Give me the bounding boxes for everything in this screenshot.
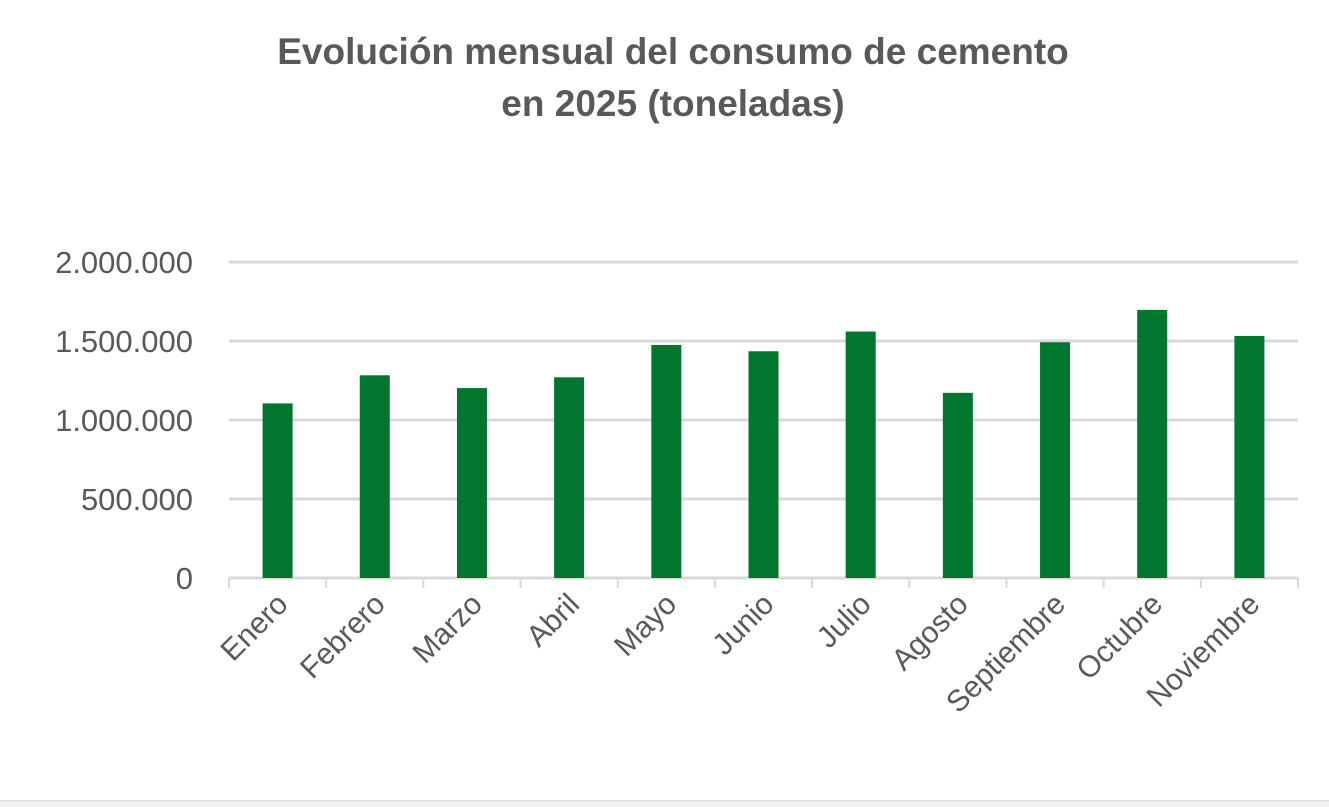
bar-febrero: [359, 375, 390, 578]
chart-title-line-1: Evolución mensual del consumo de cemento: [277, 31, 1069, 72]
x-tick-label: Julio: [811, 588, 878, 655]
bar-junio: [748, 351, 779, 578]
y-tick-label: 1.500.000: [55, 324, 193, 359]
x-tick-label: Mayo: [608, 588, 683, 663]
y-tick-label: 500.000: [81, 482, 193, 517]
x-tick-label: Febrero: [294, 588, 392, 686]
bar-mayo: [651, 344, 682, 578]
chart-title: Evolución mensual del consumo de cemento…: [0, 26, 1329, 130]
y-tick-label: 1.000.000: [55, 403, 193, 438]
bar-agosto: [942, 392, 973, 578]
chart-title-line-2: en 2025 (toneladas): [501, 83, 845, 124]
bar-abril: [554, 377, 585, 578]
x-tick-label: Abril: [520, 588, 586, 654]
x-tick-label: Marzo: [407, 588, 489, 670]
bottom-border: [0, 800, 1329, 807]
x-tick-label: Junio: [706, 588, 780, 662]
bar-marzo: [456, 388, 487, 578]
x-tick-label: Enero: [215, 588, 295, 668]
y-tick-label: 2.000.000: [55, 245, 193, 280]
x-tick-label: Octubre: [1070, 588, 1169, 687]
bar-septiembre: [1040, 342, 1071, 578]
bar-julio: [845, 331, 876, 578]
bar-noviembre: [1234, 335, 1265, 578]
bar-octubre: [1137, 309, 1168, 578]
x-tick-label: Agosto: [885, 588, 974, 677]
bar-enero: [262, 403, 293, 578]
y-tick-label: 0: [176, 561, 193, 596]
